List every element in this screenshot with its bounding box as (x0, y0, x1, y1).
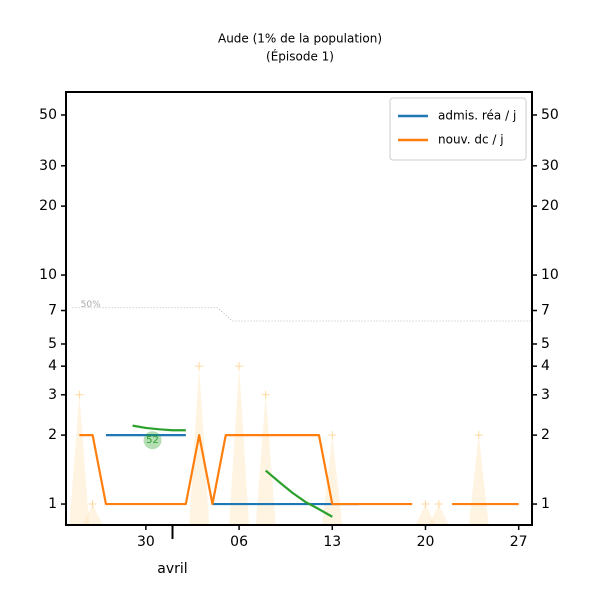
threshold-label: 50% (81, 300, 101, 310)
x-month-label: avril (157, 561, 187, 577)
series-line (79, 434, 519, 506)
raw-peak (82, 504, 103, 525)
x-tick-label: 06 (230, 534, 248, 550)
chart-title: Aude (1% de la population) (218, 32, 382, 46)
y-tick-label: 5 (541, 336, 550, 352)
raw-point (261, 390, 270, 399)
x-tick-label: 20 (417, 534, 435, 550)
raw-peak (229, 366, 250, 525)
x-tick-label: 13 (323, 534, 341, 550)
y-tick-label: 30 (39, 158, 57, 174)
raw-point (235, 362, 244, 371)
raw-peak (69, 394, 90, 525)
annotation-marker (143, 431, 162, 450)
legend-box (389, 97, 527, 161)
y-tick-label: 7 (541, 303, 550, 319)
raw-peak (189, 366, 210, 525)
raw-peak (415, 504, 436, 525)
y-tick-label: 50 (541, 107, 559, 123)
legend-label: admis. réa / j (438, 109, 516, 123)
y-tick-label: 3 (48, 387, 57, 403)
y-tick-label: 20 (39, 198, 57, 214)
y-tick-label: 5 (48, 336, 57, 352)
threshold-line (72, 307, 532, 322)
y-tick-label: 30 (541, 158, 559, 174)
raw-peak (322, 435, 343, 525)
y-tick-label: 3 (541, 387, 550, 403)
raw-peak (255, 394, 276, 525)
y-tick-label: 2 (48, 427, 57, 443)
x-tick-label: 30 (137, 534, 155, 550)
raw-point (88, 500, 97, 509)
y-tick-label: 20 (541, 198, 559, 214)
y-tick-label: 4 (541, 358, 550, 374)
y-tick-label: 50 (39, 107, 57, 123)
raw-point (421, 500, 430, 509)
plot-frame (65, 91, 533, 526)
y-tick-label: 10 (39, 267, 57, 283)
y-tick-label: 7 (48, 303, 57, 319)
legend-label: nouv. dc / j (438, 133, 504, 147)
y-tick-label: 10 (541, 267, 559, 283)
raw-peak (428, 504, 449, 525)
raw-point (434, 500, 443, 509)
raw-point (195, 362, 204, 371)
raw-point (328, 431, 337, 440)
y-tick-label: 1 (541, 496, 550, 512)
x-tick-label: 27 (510, 534, 528, 550)
chart-subtitle: (Épisode 1) (266, 49, 334, 64)
raw-point (474, 431, 483, 440)
raw-peak (468, 435, 489, 525)
y-tick-label: 1 (48, 496, 57, 512)
y-tick-label: 2 (541, 427, 550, 443)
series-line (132, 424, 333, 518)
y-tick-label: 4 (48, 358, 57, 374)
raw-point (75, 390, 84, 399)
annotation-label: 52 (146, 435, 159, 446)
